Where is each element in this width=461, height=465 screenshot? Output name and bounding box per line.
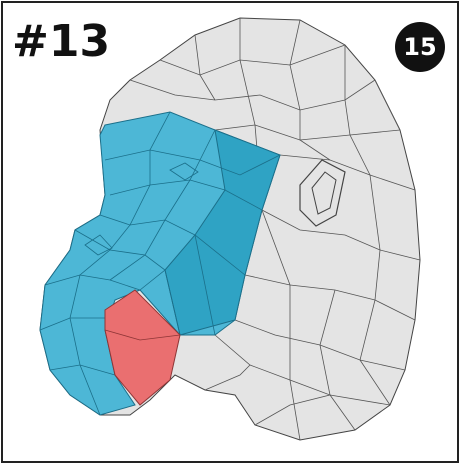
badge: 15	[403, 33, 436, 61]
illustration: #13 15	[0, 0, 461, 465]
label: #13	[12, 16, 110, 67]
page: #13 15	[0, 0, 461, 465]
